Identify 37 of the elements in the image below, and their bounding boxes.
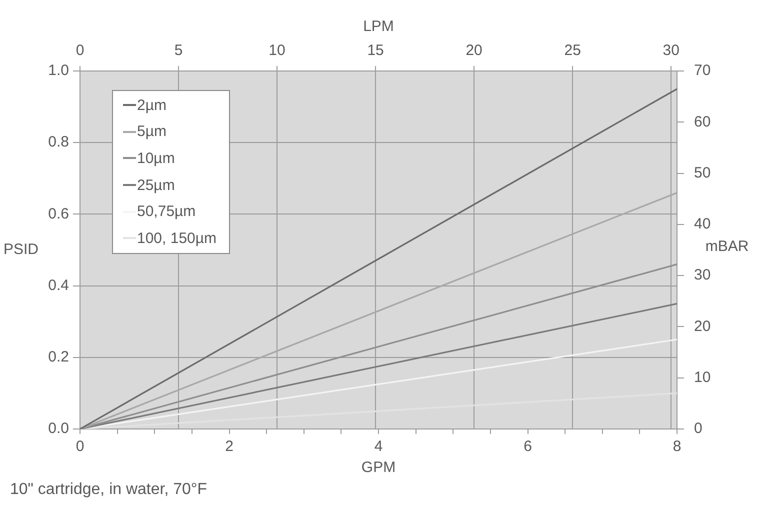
y2-tick-label: 50	[694, 164, 711, 182]
x-tick-label: 8	[672, 438, 682, 456]
x2-tick-label: 25	[564, 42, 581, 60]
y2-tick-label: 70	[694, 62, 711, 80]
y2-tick-label: 30	[694, 266, 711, 284]
y-tick-label: 0.4	[48, 276, 69, 294]
x2-tick-label: 0	[76, 42, 84, 60]
legend-label: 2µm	[137, 96, 166, 114]
y-axis-title: PSID	[3, 241, 39, 258]
y-tick-label: 0.2	[48, 348, 69, 366]
y2-axis-title: mBAR	[705, 238, 749, 256]
legend-label: 100, 150µm	[137, 230, 217, 247]
x2-tick-label: 15	[367, 42, 384, 60]
y2-tick-label: 0	[694, 420, 702, 438]
y-tick-label: 1.0	[48, 62, 69, 80]
y-tick-label: 0.6	[48, 205, 69, 222]
y2-tick-label: 60	[694, 113, 711, 130]
text: 10" cartridge, in water, 70°F	[10, 481, 208, 499]
legend-label: 50,75µm	[137, 203, 196, 220]
legend-label: 25µm	[137, 176, 175, 194]
x-axis-title: GPM	[361, 459, 396, 476]
x-tick-label: 0	[76, 438, 84, 456]
y2-tick-label: 10	[694, 369, 711, 386]
x-tick-label: 2	[225, 438, 234, 456]
y2-tick-label: 40	[694, 216, 711, 233]
x2-tick-label: 5	[174, 42, 183, 60]
x2-tick-label: 20	[466, 42, 482, 60]
x-tick-label: 6	[524, 438, 532, 456]
legend-label: 10µm	[137, 150, 175, 167]
legend-label: 5µm	[137, 123, 166, 140]
y-tick-label: 0.0	[48, 420, 69, 438]
y2-tick-label: 20	[694, 318, 711, 335]
x-tick-label: 4	[374, 438, 383, 456]
y-tick-label: 0.8	[48, 134, 69, 151]
x2-axis-title: LPM	[363, 18, 394, 36]
x2-tick-label: 10	[268, 42, 286, 60]
x2-tick-label: 30	[662, 42, 680, 60]
